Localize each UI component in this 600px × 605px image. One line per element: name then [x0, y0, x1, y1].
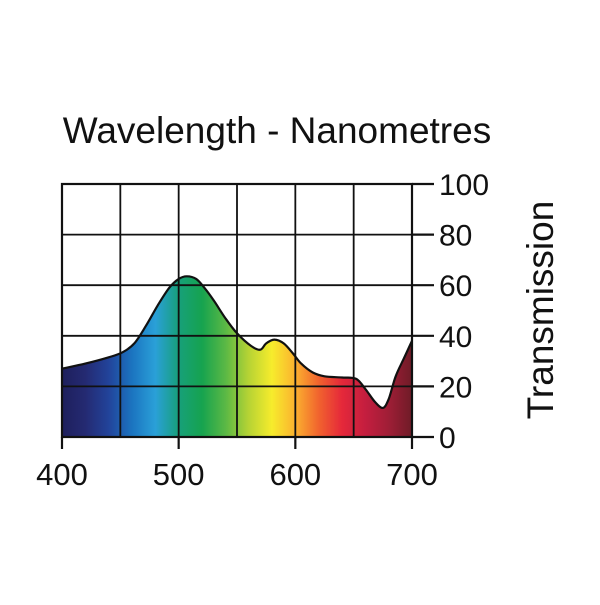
y-tick-label: 80: [439, 220, 472, 253]
y-tick-label: 20: [439, 371, 472, 404]
y-tick-label: 0: [439, 422, 456, 455]
grid-lines: [62, 184, 412, 437]
x-tick-label: 700: [386, 457, 438, 492]
plot-frame: [60, 182, 414, 439]
x-tick-label: 500: [153, 457, 205, 492]
transmission-curve: [61, 275, 413, 410]
y-tick-label: 40: [439, 321, 472, 354]
y-tick-label: 100: [439, 169, 489, 202]
y-tick-label: 60: [439, 270, 472, 303]
y-axis-label: Transmission: [520, 201, 561, 420]
y-axis-ticks: 0 20 40 60 80 100: [412, 169, 489, 455]
x-tick-label: 600: [269, 457, 321, 492]
x-axis-ticks: 400 500 600 700: [36, 437, 438, 492]
x-tick-label: 400: [36, 457, 88, 492]
chart-title: Wavelength - Nanometres: [63, 110, 491, 151]
